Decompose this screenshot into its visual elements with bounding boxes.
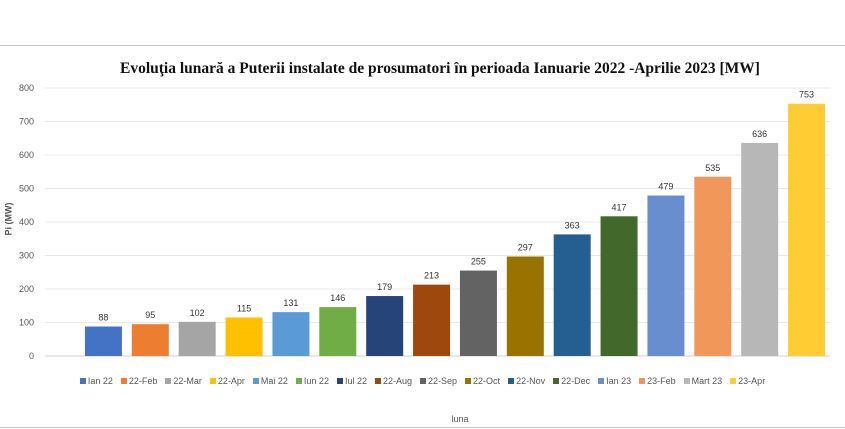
bar	[788, 103, 826, 357]
data-label: 179	[377, 282, 392, 292]
legend-label: Iul 22	[344, 376, 367, 386]
legend-label: 23-Feb	[647, 376, 676, 386]
y-tick-label: 600	[19, 150, 34, 160]
legend-item: 23-Apr	[730, 376, 765, 386]
legend-label: Ian 23	[606, 376, 632, 386]
data-label: 255	[471, 257, 486, 267]
legend-item: 22-Dec	[553, 376, 590, 386]
legend-swatch	[683, 378, 690, 384]
legend-swatch	[420, 378, 427, 384]
legend-label: 22-Aug	[382, 376, 413, 386]
data-label: 535	[705, 163, 720, 173]
bar	[131, 324, 169, 356]
legend-swatch	[598, 378, 605, 384]
legend: Ian 22 22-Feb 22-Mar 22-Apr Mai 22 Iun 22 Iul …	[0, 376, 845, 386]
legend-swatch	[165, 378, 172, 384]
legend-label: 22-Sep	[428, 376, 458, 386]
legend-swatch	[336, 378, 343, 384]
data-label: 102	[190, 308, 205, 318]
bar	[225, 317, 263, 356]
legend-swatch	[120, 378, 127, 384]
chart-title: Evoluţia lunară a Puterii instalate de p…	[120, 60, 760, 77]
legend-swatch	[79, 378, 86, 384]
legend-item: Ian 23	[598, 376, 631, 386]
y-tick-label: 200	[19, 284, 34, 294]
data-label: 88	[98, 313, 108, 323]
y-tick-label: 500	[19, 184, 34, 194]
data-label: 131	[283, 298, 298, 308]
data-label: 95	[145, 310, 155, 320]
legend-label: 22-Nov	[516, 376, 546, 386]
data-label: 363	[565, 220, 580, 230]
legend-swatch	[252, 378, 259, 384]
legend-swatch	[209, 378, 216, 384]
legend-swatch	[465, 378, 472, 384]
bar	[84, 326, 122, 356]
legend-label: 22-Feb	[128, 376, 158, 386]
legend-item: Ian 22	[79, 376, 113, 386]
y-tick-label: 800	[19, 83, 34, 93]
legend-label: Iun 22	[303, 376, 329, 386]
bar	[319, 307, 357, 356]
legend-item: Iul 22	[336, 376, 367, 386]
legend-label: 22-Mar	[173, 376, 202, 386]
data-label: 297	[518, 243, 533, 253]
bar	[366, 296, 404, 356]
bar	[272, 312, 310, 356]
legend-item: 22-Nov	[508, 376, 545, 386]
legend-label: 22-Dec	[561, 376, 591, 386]
bar	[553, 234, 591, 356]
legend-item: 22-Aug	[374, 376, 413, 386]
bar	[178, 321, 216, 356]
top-border	[0, 45, 845, 46]
data-label: 146	[330, 293, 345, 303]
legend-item: 22-Mar	[165, 376, 202, 386]
bar	[647, 195, 685, 356]
legend-item: 22-Apr	[209, 376, 245, 386]
y-tick-label: 700	[19, 117, 34, 127]
data-label: 115	[237, 303, 251, 313]
bar	[694, 176, 732, 356]
legend-swatch	[295, 378, 302, 384]
legend-label: Mai 22	[260, 376, 288, 386]
legend-swatch	[508, 378, 515, 384]
legend-label: 22-Apr	[217, 376, 245, 386]
legend-item: Mai 22	[252, 376, 288, 386]
legend-label: Ian 22	[87, 376, 113, 386]
legend-item: 23-Feb	[639, 376, 676, 386]
y-tick-label: 400	[19, 217, 34, 227]
legend-swatch	[553, 378, 560, 384]
data-label: 479	[658, 182, 673, 192]
y-tick-label: 100	[19, 318, 34, 328]
y-tick-label: 300	[19, 251, 34, 261]
x-axis-label: luna	[451, 414, 469, 424]
data-label: 417	[612, 202, 627, 212]
data-label: 753	[799, 90, 814, 100]
legend-item: 22-Sep	[420, 376, 457, 386]
data-label: 213	[424, 271, 439, 281]
legend-item: 22-Feb	[120, 376, 158, 386]
bar	[741, 142, 779, 356]
y-tick-label: 0	[29, 351, 34, 361]
legend-swatch	[639, 378, 646, 384]
bar	[506, 256, 544, 356]
legend-item: 22-Oct	[465, 376, 500, 386]
bar	[600, 216, 638, 356]
bottom-border	[0, 427, 845, 428]
bar	[413, 284, 451, 356]
legend-label: Mart 23	[691, 376, 723, 386]
data-label: 636	[752, 129, 767, 139]
bar	[459, 270, 497, 356]
legend-item: Iun 22	[295, 376, 329, 386]
legend-swatch	[730, 378, 737, 384]
legend-swatch	[374, 378, 381, 384]
legend-label: 23-Apr	[738, 376, 766, 386]
legend-item: Mart 23	[683, 376, 723, 386]
legend-label: 22-Oct	[473, 376, 501, 386]
